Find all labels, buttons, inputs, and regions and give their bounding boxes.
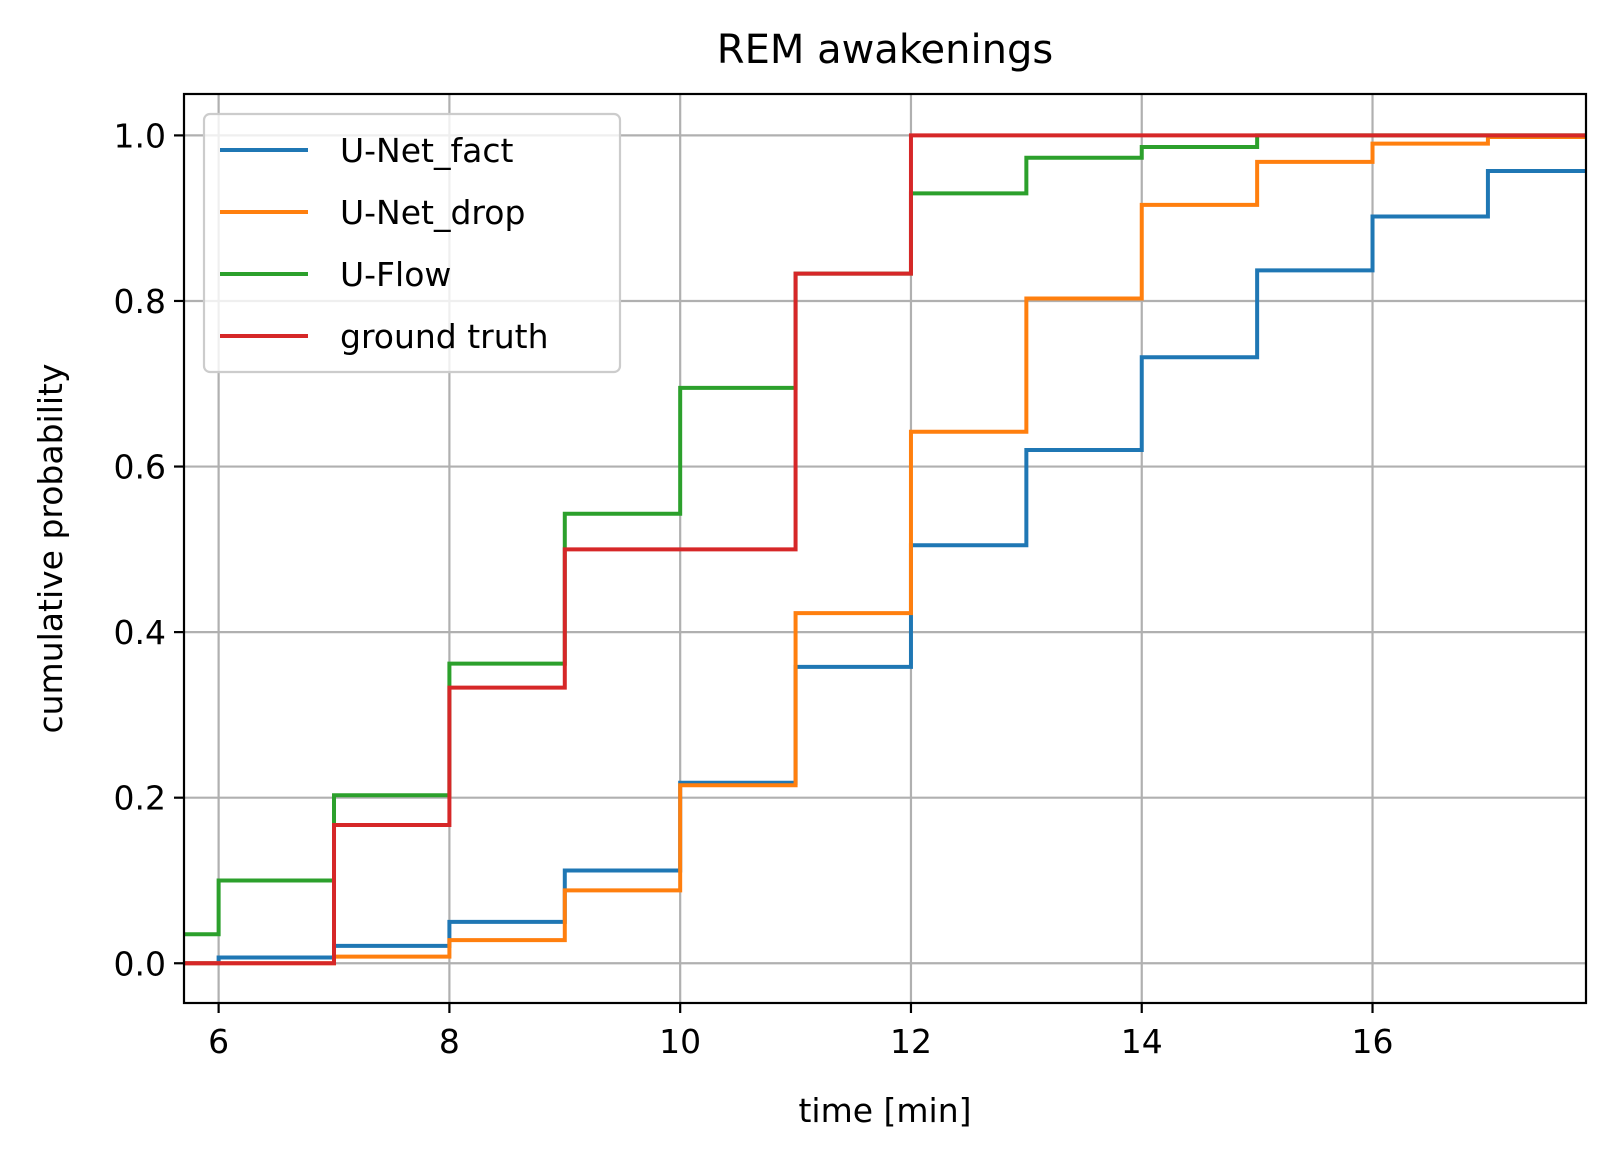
- x-tick-label: 14: [1121, 1022, 1163, 1061]
- legend-label: ground truth: [340, 317, 549, 356]
- x-axis-title: time [min]: [798, 1091, 971, 1130]
- legend-label: U-Net_fact: [340, 131, 513, 170]
- x-tick-label: 12: [890, 1022, 932, 1061]
- plot-frame: [182, 92, 1588, 1005]
- x-tick-label: 10: [659, 1022, 701, 1061]
- legend-box: [202, 112, 622, 374]
- axis-ticks: 6 8 10 12 14 16 0.0 0.2 0.4 0.6 0.8 1.0: [114, 116, 1394, 1061]
- y-tick-label: 1.0: [114, 116, 166, 155]
- legend: U-Net_fact U-Net_drop U-Flow ground truth: [202, 112, 622, 374]
- x-tick-label: 8: [439, 1022, 460, 1061]
- y-tick-label: 0.6: [114, 448, 166, 487]
- chart-title: REM awakenings: [717, 27, 1053, 73]
- plot-series: [184, 133, 1586, 966]
- x-tick-label: 6: [208, 1022, 229, 1061]
- y-tick-label: 0.2: [114, 779, 166, 818]
- series-line-u-net-drop: [184, 135, 1586, 966]
- series-line-u-net-fact: [184, 168, 1586, 966]
- y-tick-label: 0.0: [114, 944, 166, 983]
- x-tick-label: 16: [1352, 1022, 1394, 1061]
- y-axis-title: cumulative probability: [31, 363, 70, 733]
- legend-label: U-Flow: [340, 255, 451, 294]
- y-tick-label: 0.4: [114, 613, 166, 652]
- legend-label: U-Net_drop: [340, 193, 525, 232]
- y-tick-label: 0.8: [114, 282, 166, 321]
- series-line-ground-truth: [184, 133, 1586, 966]
